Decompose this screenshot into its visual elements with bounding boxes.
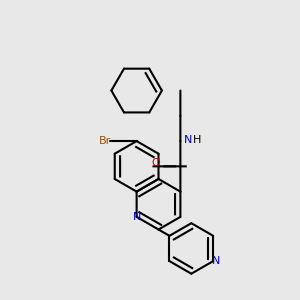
Text: H: H (193, 135, 201, 145)
Text: Br: Br (98, 136, 111, 146)
Text: N: N (212, 256, 220, 266)
Text: N: N (132, 212, 141, 222)
Text: O: O (152, 158, 160, 168)
Text: N: N (184, 135, 192, 145)
